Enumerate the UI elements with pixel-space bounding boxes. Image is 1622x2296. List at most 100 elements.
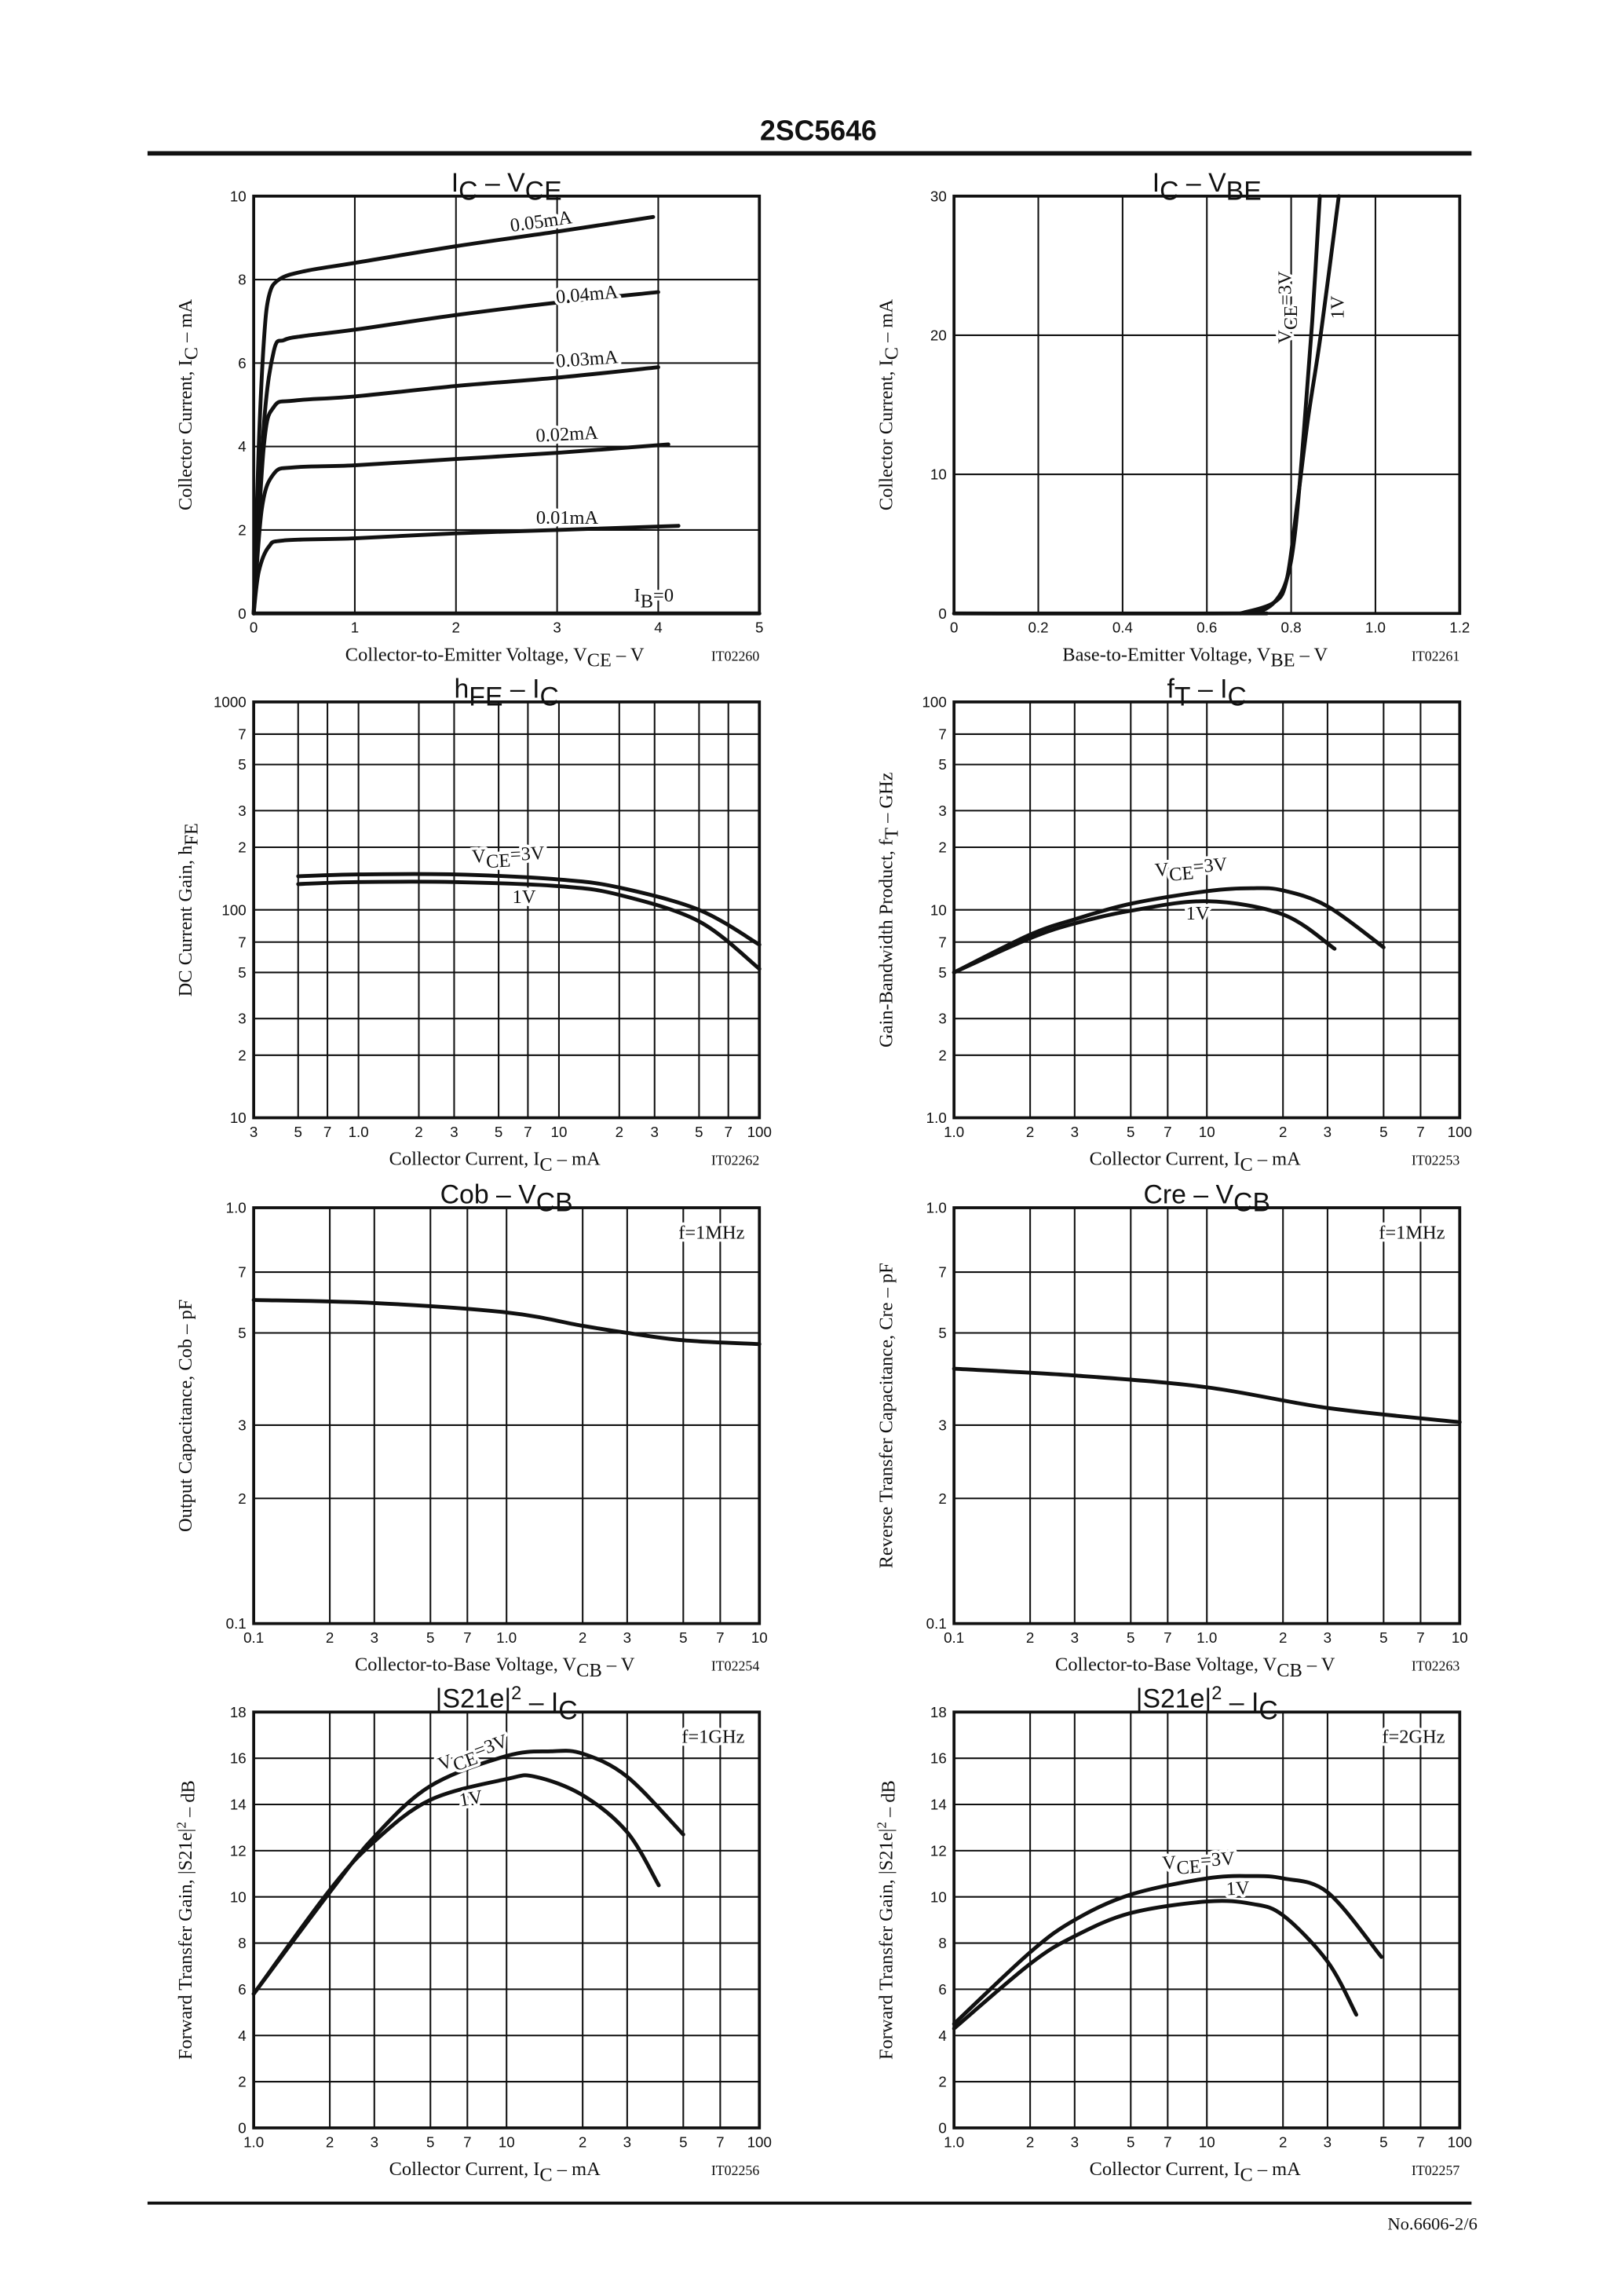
chart-3: 3 5 7 1.0 2 3 5 7 10 2 3 5 7 100 10 2 3 5 7 100 2 3 5 7 1000 VCE=… <box>175 674 772 1175</box>
plot-frame <box>252 194 762 616</box>
figure-code: IT02261 <box>1412 648 1459 664</box>
x-tick-label: 7 <box>1416 1629 1424 1646</box>
chart-title-text: I <box>1153 168 1160 198</box>
x-tick-label: 2 <box>326 1629 334 1646</box>
x-tick-label: 3 <box>1324 1629 1332 1646</box>
x-tick-label: 0.4 <box>1112 620 1133 636</box>
x-tick-label: 7 <box>323 1124 331 1140</box>
y-tick-label: 1.0 <box>226 1200 247 1216</box>
condition-note-text: f=2GHz <box>1382 1727 1445 1748</box>
series-label: VCE=3V <box>1162 1848 1237 1880</box>
y-tick-label: 6 <box>238 1981 246 1998</box>
x-tick-label: 1.2 <box>1449 620 1470 636</box>
y-tick-label: 0 <box>938 605 946 622</box>
x-tick-label: 10 <box>499 2133 515 2150</box>
x-tick-label: 7 <box>716 1629 724 1646</box>
condition-note-text: I <box>634 585 641 606</box>
x-axis-label: Collector Current, IC – mA <box>1090 2159 1301 2185</box>
chart-title-subscript: CE <box>525 176 562 206</box>
y-tick-label: 14 <box>930 1797 947 1813</box>
figure-code: IT02263 <box>1412 1658 1459 1674</box>
condition-note: f=1GHz <box>681 1727 744 1748</box>
x-tick-label: 5 <box>1127 2133 1134 2150</box>
x-tick-label: 1.0 <box>1365 620 1386 636</box>
y-axis-label: Forward Transfer Gain, |S21e|2 – dB <box>875 1780 900 2060</box>
part-number-header: 2SC5646 <box>760 115 877 146</box>
x-axis-label-text: – V <box>602 1654 635 1676</box>
y-axis-label-text: – dB <box>178 1780 199 1822</box>
plot-frame <box>252 1206 762 1625</box>
y-axis-label-superscript: 2 <box>174 1822 189 1829</box>
x-tick-label: 10 <box>551 1124 568 1140</box>
y-axis-label: Collector Current, IC – mA <box>875 299 902 510</box>
y-axis-label-text: DC Current Gain, h <box>175 846 196 997</box>
x-tick-label: 0 <box>250 620 258 636</box>
series-curve <box>952 886 1386 974</box>
series-label-text: V <box>1275 330 1296 344</box>
chart-title-subscript: C <box>458 176 477 206</box>
y-tick-label: 6 <box>938 1981 946 1998</box>
x-tick-label: 3 <box>371 1629 378 1646</box>
x-axis-label-text: – V <box>612 644 645 665</box>
y-axis-label-subscript: FE <box>181 823 203 845</box>
series-curve <box>952 1874 1383 2026</box>
y-axis-label-subscript: T <box>882 828 903 839</box>
chart-title-superscript: 2 <box>511 1684 521 1704</box>
y-axis-label-text: Forward Transfer Gain, |S21e| <box>875 1829 897 2060</box>
x-tick-label: 3 <box>651 1124 659 1140</box>
series-label-text: V <box>471 846 486 868</box>
x-axis-label-subscript: CB <box>1277 1660 1302 1681</box>
x-tick-label: 2 <box>579 2133 586 2150</box>
x-tick-label: 1.0 <box>243 2133 264 2150</box>
series-curve <box>1238 194 1341 616</box>
condition-note-text: =0 <box>653 585 674 606</box>
chart-title: Cre – VCB <box>1143 1179 1270 1217</box>
x-axis-label-subscript: CB <box>576 1660 602 1681</box>
y-tick-label: 7 <box>238 934 246 950</box>
series-label: 1V <box>1186 903 1210 924</box>
y-axis-label-text: Output Capacitance, Cob – pF <box>175 1300 196 1532</box>
y-tick-label: 4 <box>938 2027 946 2044</box>
x-axis-label: Base-to-Emitter Voltage, VBE – V <box>1062 644 1328 671</box>
x-tick-label: 2 <box>616 1124 623 1140</box>
x-axis-label: Collector-to-Base Voltage, VCB – V <box>355 1654 635 1681</box>
chart-title-subscript: T <box>1174 682 1191 711</box>
y-tick-label: 10 <box>930 901 947 918</box>
series-label: 0.01mA <box>536 507 599 528</box>
chart-title-subscript: C <box>1228 682 1247 711</box>
series-label: VCE=3V <box>1275 271 1302 344</box>
y-axis-label-text: – mA <box>875 299 897 347</box>
chart-title: |S21e|2 – IC <box>436 1684 578 1725</box>
x-tick-label: 5 <box>426 1629 434 1646</box>
condition-note-subscript: B <box>641 591 653 612</box>
x-tick-label: 100 <box>747 1124 772 1140</box>
condition-note: f=1MHz <box>1379 1222 1445 1243</box>
x-tick-label: 1.0 <box>944 2133 964 2150</box>
series-label-subscript: CE <box>1280 305 1302 330</box>
chart-title: |S21e|2 – IC <box>1136 1684 1278 1725</box>
chart-8: 1.0 2 3 5 7 10 2 3 5 7 100024681012141618VCE=3V1Vf… <box>875 1684 1472 2185</box>
chart-title-text: – I <box>1191 674 1228 704</box>
x-tick-label: 7 <box>524 1124 532 1140</box>
y-tick-label: 7 <box>238 1264 246 1281</box>
series-label-text: V <box>1162 1852 1178 1874</box>
series-label: 0.03mA <box>555 346 619 371</box>
y-tick-label: 0 <box>938 2119 946 2136</box>
chart-title-text: |S21e| <box>436 1684 512 1714</box>
x-tick-label: 3 <box>623 2133 631 2150</box>
x-tick-label: 5 <box>1379 1629 1387 1646</box>
x-tick-label: 2 <box>415 1124 422 1140</box>
x-tick-label: 1.0 <box>944 1124 964 1140</box>
y-tick-label: 8 <box>238 1935 246 1951</box>
y-tick-label: 12 <box>230 1842 247 1859</box>
y-tick-label: 3 <box>238 803 246 819</box>
series-label-text: 1V <box>1226 1877 1251 1900</box>
series-curve <box>952 1899 1359 2031</box>
chart-title-superscript: 2 <box>1211 1684 1222 1704</box>
series-label-text: 0.02mA <box>535 422 599 447</box>
figure-code: IT02256 <box>711 2163 759 2178</box>
series-curve <box>251 442 670 616</box>
